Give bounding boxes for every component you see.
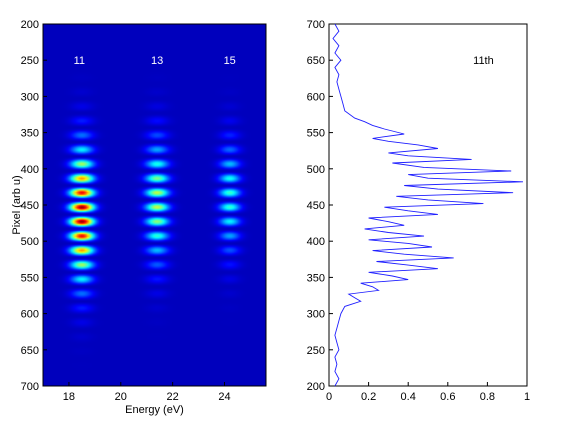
lineout-xtick-label: 0.6 [440, 391, 455, 403]
lineout-series-line [332, 23, 524, 387]
heatmap-ytick-label: 250 [21, 55, 39, 67]
lineout-xtick-label: 0.2 [361, 391, 376, 403]
heatmap-ytick-label: 500 [21, 236, 39, 248]
lineout-panel: 200 250 300 350 400 450 500 550 600 650 700 0 0.2 0.4… [307, 19, 530, 403]
heatmap-ylabel: Pixel (arb u) [11, 175, 23, 234]
heatmap-xtick-label: 20 [115, 391, 127, 403]
heatmap-image [43, 24, 266, 386]
heatmap-panel: 200 250 300 350 400 450 500 550 600 650 700 18 20 22 2… [11, 19, 267, 416]
lineout-xtick-label: 0.8 [480, 391, 495, 403]
heatmap-xlabel: Energy (eV) [125, 404, 184, 416]
heatmap-ytick-label: 700 [21, 381, 39, 393]
heatmap-ytick-label: 350 [21, 128, 39, 140]
lineout-ytick-label: 700 [307, 19, 325, 31]
lineout-xtick-label: 0.4 [401, 391, 416, 403]
lineout-ytick-label: 500 [307, 164, 325, 176]
heatmap-xtick-label: 18 [63, 391, 75, 403]
heatmap-xtick-label: 24 [218, 391, 230, 403]
heatmap-ytick-label: 300 [21, 91, 39, 103]
lineout-ytick-label: 450 [307, 200, 325, 212]
heatmap-xtick-label: 22 [167, 391, 179, 403]
heatmap-ytick-label: 400 [21, 164, 39, 176]
harmonic-label: 15 [224, 55, 236, 67]
heatmap-ytick-label: 650 [21, 345, 39, 357]
lineout-frame [328, 23, 528, 387]
lineout-ytick-label: 200 [307, 381, 325, 393]
heatmap-ytick-label: 200 [21, 19, 39, 31]
heatmap-ytick-label: 600 [21, 309, 39, 321]
harmonic-label: 13 [151, 55, 163, 67]
lineout-ytick-label: 550 [307, 128, 325, 140]
lineout-annotation: 11th [473, 55, 494, 67]
lineout-ytick-label: 650 [307, 55, 325, 67]
lineout-ytick-label: 250 [307, 345, 325, 357]
lineout-xtick-label: 0 [326, 391, 332, 403]
lineout-ytick-label: 400 [307, 236, 325, 248]
heatmap-ytick-label: 450 [21, 200, 39, 212]
harmonic-label: 11 [74, 55, 85, 67]
lineout-ytick-label: 600 [307, 91, 325, 103]
lineout-ytick-label: 300 [307, 309, 325, 321]
heatmap-ytick-label: 550 [21, 272, 39, 284]
lineout-xtick-label: 1 [524, 391, 530, 403]
lineout-ytick-label: 350 [307, 272, 325, 284]
